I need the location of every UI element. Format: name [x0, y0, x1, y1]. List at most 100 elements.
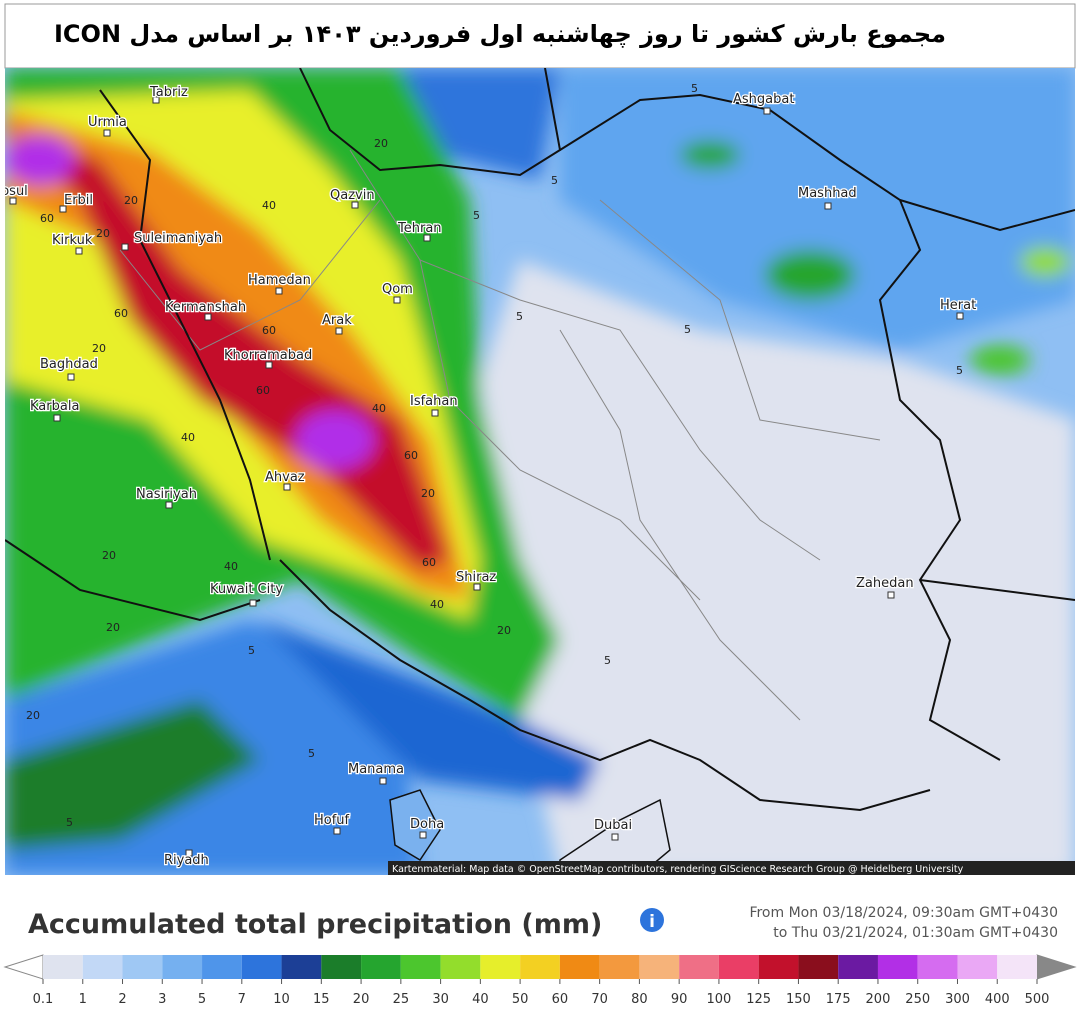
city-label: Qazvin — [330, 188, 375, 203]
city-label: Hamedan — [248, 273, 311, 288]
tick-label: 3 — [158, 992, 166, 1007]
tick-label: 200 — [866, 992, 891, 1007]
color-bin — [679, 955, 719, 979]
tick-label: 90 — [671, 992, 688, 1007]
color-bin — [520, 955, 560, 979]
city-label: Riyadh — [164, 853, 209, 868]
city-label: Kermanshah — [165, 300, 246, 315]
city-label: Urmia — [88, 115, 127, 130]
color-bin — [877, 955, 918, 979]
color-bin — [957, 955, 998, 979]
contour-label: 20 — [421, 487, 435, 500]
color-bin — [798, 955, 839, 979]
city-label: Mashhad — [798, 186, 857, 201]
city-label: Herat — [940, 298, 976, 313]
city-label: Nasiriyah — [136, 487, 197, 502]
contour-label: 60 — [256, 384, 270, 397]
city-label: Baghdad — [40, 357, 98, 372]
city-label: Ashgabat — [733, 92, 794, 107]
colorbar-arrow-high — [1036, 954, 1077, 980]
contour-label: 40 — [430, 598, 444, 611]
contour-label: 60 — [262, 324, 276, 337]
title: مجموع بارش کشور تا روز چهاشنبه اول فرورد… — [54, 20, 946, 48]
color-bin — [202, 955, 242, 979]
tick-label: 15 — [313, 992, 330, 1007]
city-label: Tabriz — [149, 85, 188, 100]
contour-label: 20 — [106, 621, 120, 634]
tick-label: 40 — [472, 992, 489, 1007]
city-label: Shiraz — [456, 570, 496, 585]
contour-label: 40 — [224, 560, 238, 573]
colorbar-arrow-low — [3, 954, 44, 980]
city-label: Kirkuk — [52, 233, 93, 248]
color-bin — [281, 955, 322, 979]
city-label: Arak — [322, 313, 352, 328]
city-label: Doha — [410, 817, 444, 832]
color-bin — [361, 955, 401, 979]
contour-label: 5 — [691, 82, 698, 95]
color-bin — [162, 955, 203, 979]
tick-label: 400 — [985, 992, 1010, 1007]
contour-label: 40 — [372, 402, 386, 415]
city-label: Erbil — [64, 193, 93, 208]
contour-label: 5 — [248, 644, 255, 657]
tick-label: 175 — [826, 992, 851, 1007]
map: 20 40 60 60 60 60 40 60 40 20 20 20 40 6… — [0, 68, 1075, 875]
contour-label: 60 — [40, 212, 54, 225]
contour-label: 60 — [114, 307, 128, 320]
contour-label: 5 — [66, 816, 73, 829]
contour-label: 40 — [262, 199, 276, 212]
contour-label: 20 — [26, 709, 40, 722]
color-bin — [639, 955, 680, 979]
contour-label: 5 — [516, 310, 523, 323]
tick-label: 1 — [79, 992, 87, 1007]
color-bin — [122, 955, 163, 979]
city-label: Mosul — [0, 184, 28, 199]
contour-label: 20 — [497, 624, 511, 637]
date-from: From Mon 03/18/2024, 09:30am GMT+0430 — [749, 905, 1058, 921]
contour-label: 5 — [473, 209, 480, 222]
tick-label: 300 — [945, 992, 970, 1007]
color-bin — [82, 955, 123, 979]
color-bin — [400, 955, 441, 979]
tick-label: 500 — [1025, 992, 1050, 1007]
contour-label: 5 — [308, 747, 315, 760]
city-label: Ahvaz — [265, 470, 305, 485]
city-label: Isfahan — [410, 394, 458, 409]
tick-label: 2 — [118, 992, 126, 1007]
tick-label: 20 — [353, 992, 370, 1007]
color-bin — [718, 955, 759, 979]
color-bin — [917, 955, 958, 979]
color-bin — [321, 955, 362, 979]
cities: Tabriz Urmia Mosul Erbil Kirkuk Suleiman… — [0, 84, 977, 870]
contour-label: 5 — [684, 323, 691, 336]
contour-label: 60 — [422, 556, 436, 569]
color-bin — [43, 955, 83, 979]
contour-label: 5 — [604, 654, 611, 667]
tick-label: 0.1 — [33, 992, 54, 1007]
contour-label: 20 — [124, 194, 138, 207]
contour-label: 20 — [96, 227, 110, 240]
city-label: Zahedan — [856, 576, 914, 591]
city-label: Hofuf — [314, 813, 350, 828]
info-icon[interactable]: i — [640, 908, 664, 932]
tick-label: 80 — [631, 992, 648, 1007]
tick-label: 25 — [393, 992, 410, 1007]
contour-label: 40 — [181, 431, 195, 444]
tick-label: 60 — [552, 992, 569, 1007]
color-bin — [480, 955, 521, 979]
attribution: Kartenmaterial: Map data © OpenStreetMap… — [392, 864, 964, 875]
contour-labels: 20 40 60 60 60 60 40 60 40 20 20 20 40 6… — [26, 82, 963, 829]
city-label: Qom — [382, 282, 413, 297]
color-bin — [599, 955, 640, 979]
colorbar: 0.1 1 2 3 5 7 10 15 20 25 30 40 50 60 70 80 90 100 125 150 1… — [33, 955, 1050, 1007]
city-label: Dubai — [594, 818, 632, 833]
tick-label: 50 — [512, 992, 529, 1007]
color-bin — [440, 955, 481, 979]
color-bin — [758, 955, 799, 979]
title-bar — [4, 3, 1076, 69]
contour-label: 5 — [956, 364, 963, 377]
tick-label: 70 — [591, 992, 608, 1007]
svg-text:i: i — [649, 912, 655, 932]
